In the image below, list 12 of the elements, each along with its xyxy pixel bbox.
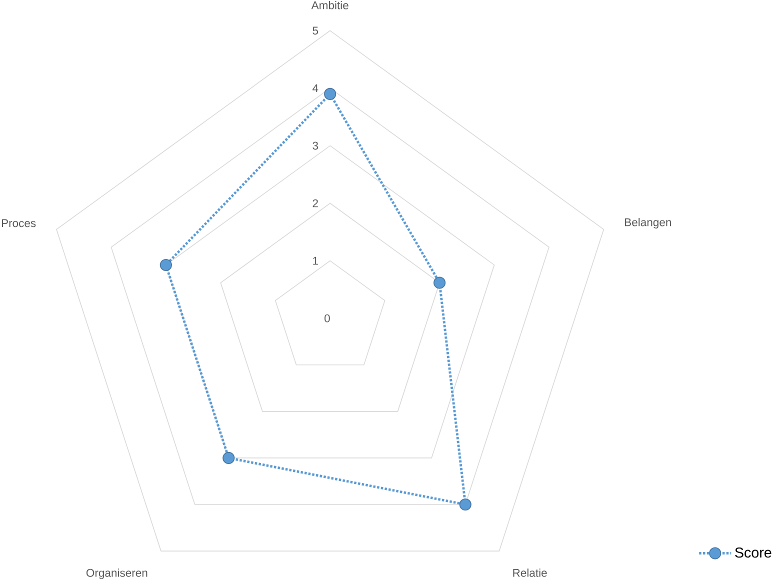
- legend-label: Score: [735, 547, 772, 558]
- spoke-label: Belangen: [625, 218, 671, 228]
- y-tick-label: 5: [312, 26, 318, 35]
- spoke-label: Relatie: [513, 568, 547, 577]
- spoke-label: Proces: [2, 219, 36, 228]
- y-tick-label: 0: [324, 314, 330, 322]
- y-tick-label: 1: [313, 256, 318, 265]
- y-tick-label: 4: [312, 84, 318, 92]
- spoke-label: Organiseren: [86, 568, 148, 580]
- y-tick-label: 3: [312, 142, 318, 150]
- y-tick-label: 2: [312, 199, 318, 208]
- spoke-label: Ambitie: [311, 0, 348, 10]
